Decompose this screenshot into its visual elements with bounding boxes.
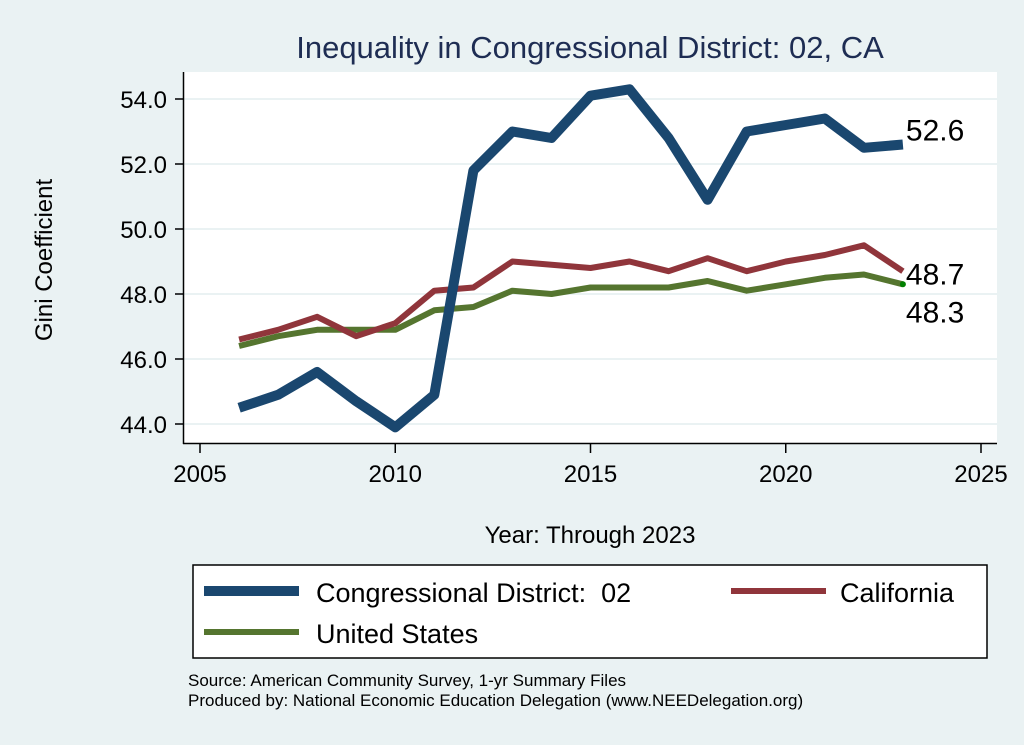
x-axis-ticks: 2005 2010 2015 2020 2025 bbox=[173, 444, 1008, 488]
x-tick-label: 2020 bbox=[759, 461, 812, 488]
end-label-california: 48.7 bbox=[906, 258, 964, 291]
series-line-california bbox=[238, 242, 905, 343]
y-tick-label: 54.0 bbox=[120, 87, 167, 114]
series-lines bbox=[237, 84, 906, 433]
legend-label-united-states: United States bbox=[316, 619, 478, 649]
end-label-united-states: 48.3 bbox=[906, 296, 964, 329]
source-note: Source: American Community Survey, 1-yr … bbox=[188, 671, 626, 690]
y-tick-label: 44.0 bbox=[120, 412, 167, 439]
legend-item-california: California bbox=[731, 578, 955, 608]
x-axis-title: Year: Through 2023 bbox=[485, 522, 696, 549]
end-label-district: 52.6 bbox=[906, 115, 964, 148]
legend-item-district: Congressional District: 02 bbox=[204, 578, 631, 608]
y-tick-label: 52.0 bbox=[120, 152, 167, 179]
legend: Congressional District: 02 California Un… bbox=[192, 564, 988, 659]
chart-title: Inequality in Congressional District: 02… bbox=[296, 30, 884, 65]
end-labels: 52.6 48.7 48.3 bbox=[906, 115, 964, 330]
x-tick-label: 2010 bbox=[369, 461, 422, 488]
x-tick-label: 2025 bbox=[954, 461, 1007, 488]
y-tick-label: 48.0 bbox=[120, 282, 167, 309]
producer-note: Produced by: National Economic Education… bbox=[188, 691, 803, 710]
plot-area bbox=[184, 72, 997, 443]
legend-label-district: Congressional District: 02 bbox=[316, 578, 631, 608]
x-tick-label: 2005 bbox=[173, 461, 226, 488]
legend-item-united-states: United States bbox=[204, 619, 478, 649]
legend-label-california: California bbox=[840, 578, 955, 608]
y-axis-ticks: 44.0 46.0 48.0 50.0 52.0 54.0 bbox=[120, 87, 183, 439]
legend-box bbox=[192, 564, 988, 659]
y-tick-label: 50.0 bbox=[120, 217, 167, 244]
y-axis-title: Gini Coefficient bbox=[31, 179, 58, 342]
endpoint-marker bbox=[899, 281, 906, 288]
series-line-district bbox=[237, 84, 904, 433]
x-tick-label: 2015 bbox=[564, 461, 617, 488]
y-tick-label: 46.0 bbox=[120, 347, 167, 374]
